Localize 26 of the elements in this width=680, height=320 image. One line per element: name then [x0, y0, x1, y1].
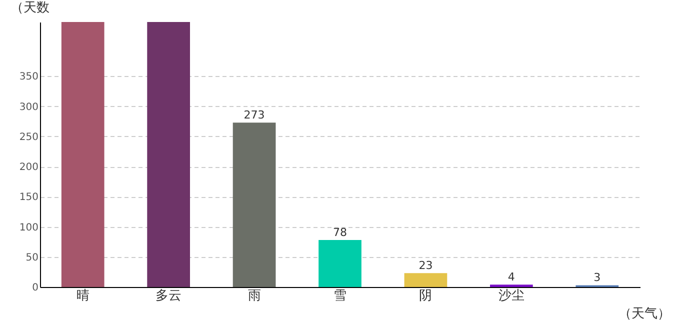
data-label: 3 — [594, 271, 601, 284]
bar — [61, 22, 104, 287]
y-tick-label: 250 — [19, 132, 38, 143]
bar — [147, 22, 190, 287]
x-tick-label: 阴 — [419, 288, 432, 304]
y-tick-label: 150 — [19, 192, 38, 204]
y-tick-label: 0 — [32, 282, 38, 294]
data-label: 78 — [333, 226, 347, 240]
x-tick-label: 晴 — [76, 288, 90, 304]
y-axis-title: （天数 — [10, 0, 50, 16]
y-tick-label: 350 — [19, 72, 38, 83]
data-label: 4 — [508, 270, 515, 284]
data-label: 23 — [418, 259, 433, 272]
data-label: 273 — [244, 108, 265, 122]
x-tick-label: 多云 — [156, 288, 182, 304]
bar — [318, 240, 362, 287]
y-tick-label: 300 — [19, 102, 38, 113]
y-tick-label: 200 — [19, 162, 38, 174]
x-tick-label: 雨 — [248, 288, 261, 304]
y-tick-label: 100 — [19, 222, 38, 234]
bar — [404, 273, 448, 287]
bar — [232, 122, 276, 287]
x-axis-title: （天气） — [618, 306, 670, 320]
x-tick-label: 沙尘 — [498, 288, 524, 304]
y-tick-label: 50 — [26, 252, 38, 264]
x-tick-label: 雪 — [334, 288, 346, 304]
